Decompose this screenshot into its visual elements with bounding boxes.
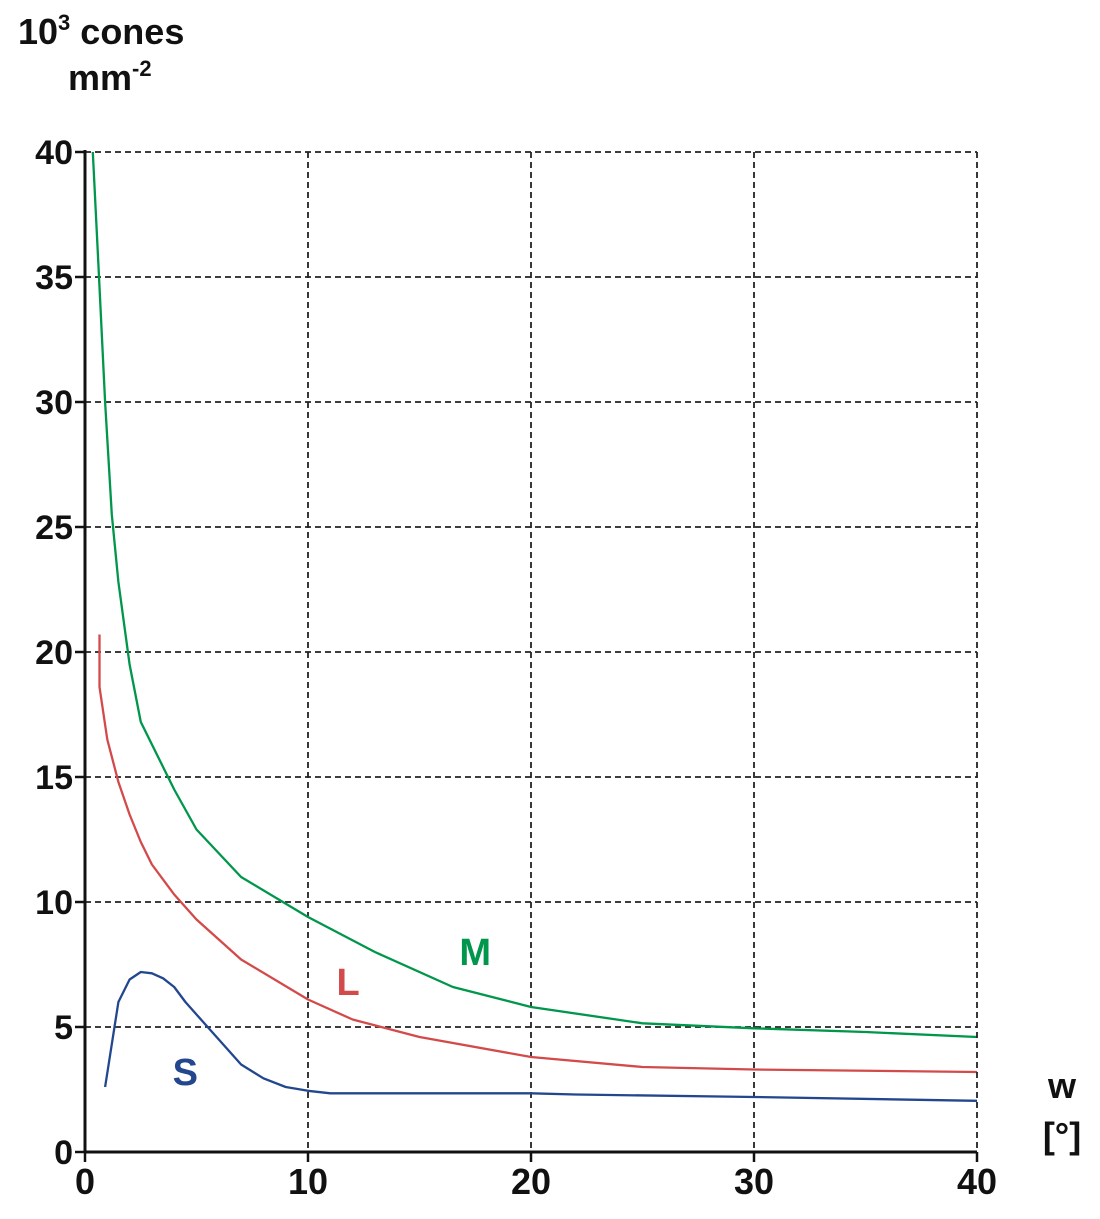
series-label-L: L — [337, 962, 360, 1004]
x-tick-label-20: 20 — [511, 1161, 551, 1202]
series-line-S — [103, 970, 978, 1102]
x-tick-label-0: 0 — [75, 1161, 95, 1202]
y-tick-label-0: 0 — [54, 1134, 73, 1172]
y-tick-label-25: 25 — [35, 509, 73, 547]
series-line-M — [91, 151, 978, 1039]
y-tick-label-40: 40 — [35, 134, 73, 172]
x-axis-label-line1: w — [1047, 1065, 1077, 1106]
series-label-M: M — [459, 932, 491, 974]
y-tick-label-15: 15 — [35, 759, 73, 797]
x-tick-label-10: 10 — [288, 1161, 328, 1202]
y-tick-label-5: 5 — [54, 1009, 73, 1047]
series-label-S: S — [173, 1052, 198, 1094]
x-tick-label-30: 30 — [734, 1161, 774, 1202]
y-axis-label-line2: mm-2 — [68, 56, 152, 98]
y-tick-label-20: 20 — [35, 634, 73, 672]
y-tick-label-10: 10 — [35, 884, 73, 922]
series-line-L — [98, 634, 978, 1074]
y-axis-label-line1: 103 cones — [18, 10, 184, 52]
x-axis-label-line2: [°] — [1043, 1115, 1081, 1156]
y-tick-label-35: 35 — [35, 259, 73, 297]
y-tick-label-30: 30 — [35, 384, 73, 422]
x-tick-label-40: 40 — [957, 1161, 997, 1202]
